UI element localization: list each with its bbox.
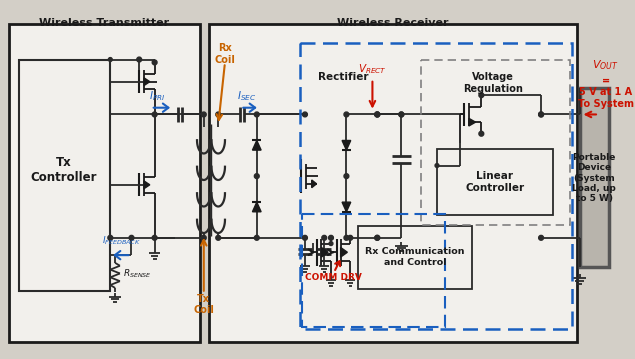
Text: Tx
Controller: Tx Controller	[30, 157, 97, 184]
Circle shape	[344, 174, 349, 178]
Circle shape	[255, 236, 259, 240]
Circle shape	[255, 112, 259, 117]
Circle shape	[201, 236, 206, 240]
Polygon shape	[144, 78, 150, 85]
Circle shape	[375, 112, 380, 117]
Circle shape	[435, 164, 439, 167]
Bar	[208, 24, 577, 342]
Text: $I_{PRI}$: $I_{PRI}$	[149, 89, 166, 103]
Bar	[420, 60, 570, 225]
Circle shape	[538, 112, 544, 117]
Circle shape	[375, 236, 380, 240]
Bar	[302, 214, 444, 327]
Circle shape	[216, 236, 220, 240]
Text: Linear
Controller: Linear Controller	[465, 171, 525, 193]
Circle shape	[109, 57, 112, 61]
Text: Tx
Coil: Tx Coil	[193, 294, 214, 315]
Circle shape	[152, 112, 157, 117]
Circle shape	[538, 112, 544, 117]
Circle shape	[152, 236, 157, 240]
Polygon shape	[340, 247, 347, 257]
Circle shape	[375, 236, 380, 240]
Bar	[19, 60, 110, 291]
Text: $I_{FEEDBACK}$: $I_{FEEDBACK}$	[102, 235, 140, 247]
Text: Wireless Receiver: Wireless Receiver	[337, 18, 448, 28]
Polygon shape	[312, 180, 316, 188]
Circle shape	[322, 236, 326, 240]
Text: $I_{SEC}$: $I_{SEC}$	[237, 89, 257, 103]
Text: Rx
Coil: Rx Coil	[215, 43, 236, 65]
Bar	[437, 149, 552, 215]
Text: Rectifier: Rectifier	[318, 72, 369, 82]
Circle shape	[399, 112, 404, 117]
Polygon shape	[342, 140, 351, 150]
Circle shape	[129, 236, 134, 240]
Polygon shape	[253, 202, 261, 212]
Text: COMM DRV: COMM DRV	[305, 274, 363, 283]
Text: $V_{RECT}$: $V_{RECT}$	[358, 62, 387, 76]
Polygon shape	[342, 202, 351, 212]
Circle shape	[348, 236, 352, 240]
Circle shape	[302, 236, 307, 240]
Circle shape	[152, 60, 157, 65]
Text: Wireless Transmitter: Wireless Transmitter	[39, 18, 170, 28]
Bar	[300, 43, 572, 329]
Bar	[358, 226, 472, 289]
Text: $V_{OUT}$: $V_{OUT}$	[592, 58, 619, 72]
Text: Portable
Device
(System
Load, up
to 5 W): Portable Device (System Load, up to 5 W)	[572, 153, 616, 203]
Circle shape	[375, 112, 380, 117]
Circle shape	[479, 93, 484, 98]
Text: $R_{SENSE}$: $R_{SENSE}$	[123, 267, 152, 280]
Circle shape	[344, 112, 349, 117]
Circle shape	[399, 112, 404, 117]
Circle shape	[328, 236, 333, 240]
Circle shape	[538, 236, 544, 240]
Polygon shape	[469, 118, 476, 126]
Text: Voltage
Regulation: Voltage Regulation	[463, 72, 523, 94]
Circle shape	[137, 57, 142, 62]
Text: Rx Communication
and Control: Rx Communication and Control	[365, 247, 465, 267]
Bar	[9, 24, 200, 342]
Polygon shape	[144, 181, 150, 189]
Polygon shape	[321, 247, 328, 257]
Text: =
5 V at 1 A
To System: = 5 V at 1 A To System	[578, 76, 634, 109]
Circle shape	[302, 112, 307, 117]
Circle shape	[479, 131, 484, 136]
Circle shape	[329, 242, 333, 246]
Circle shape	[375, 112, 380, 117]
Bar	[580, 88, 608, 267]
Polygon shape	[253, 140, 261, 150]
Circle shape	[108, 236, 112, 240]
Circle shape	[216, 112, 220, 117]
Circle shape	[255, 174, 259, 178]
Circle shape	[201, 112, 206, 117]
Circle shape	[344, 236, 349, 240]
